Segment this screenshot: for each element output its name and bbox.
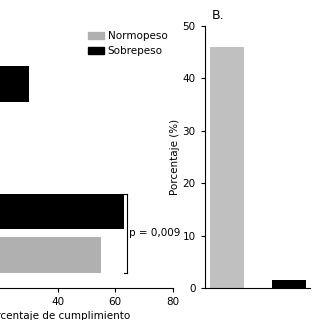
Text: p = 0,009: p = 0,009: [129, 228, 180, 238]
Bar: [0, 66, 29, 102]
Y-axis label: Porcentaje (%): Porcentaje (%): [170, 119, 180, 195]
Bar: [272, 280, 306, 288]
Bar: [0, 194, 124, 229]
Bar: [210, 47, 244, 288]
X-axis label: Porcentaje de cumplimiento: Porcentaje de cumplimiento: [0, 311, 131, 320]
Text: B.: B.: [211, 9, 224, 22]
Legend: Normopeso, Sobrepeso: Normopeso, Sobrepeso: [88, 31, 168, 56]
Bar: [0, 237, 101, 273]
